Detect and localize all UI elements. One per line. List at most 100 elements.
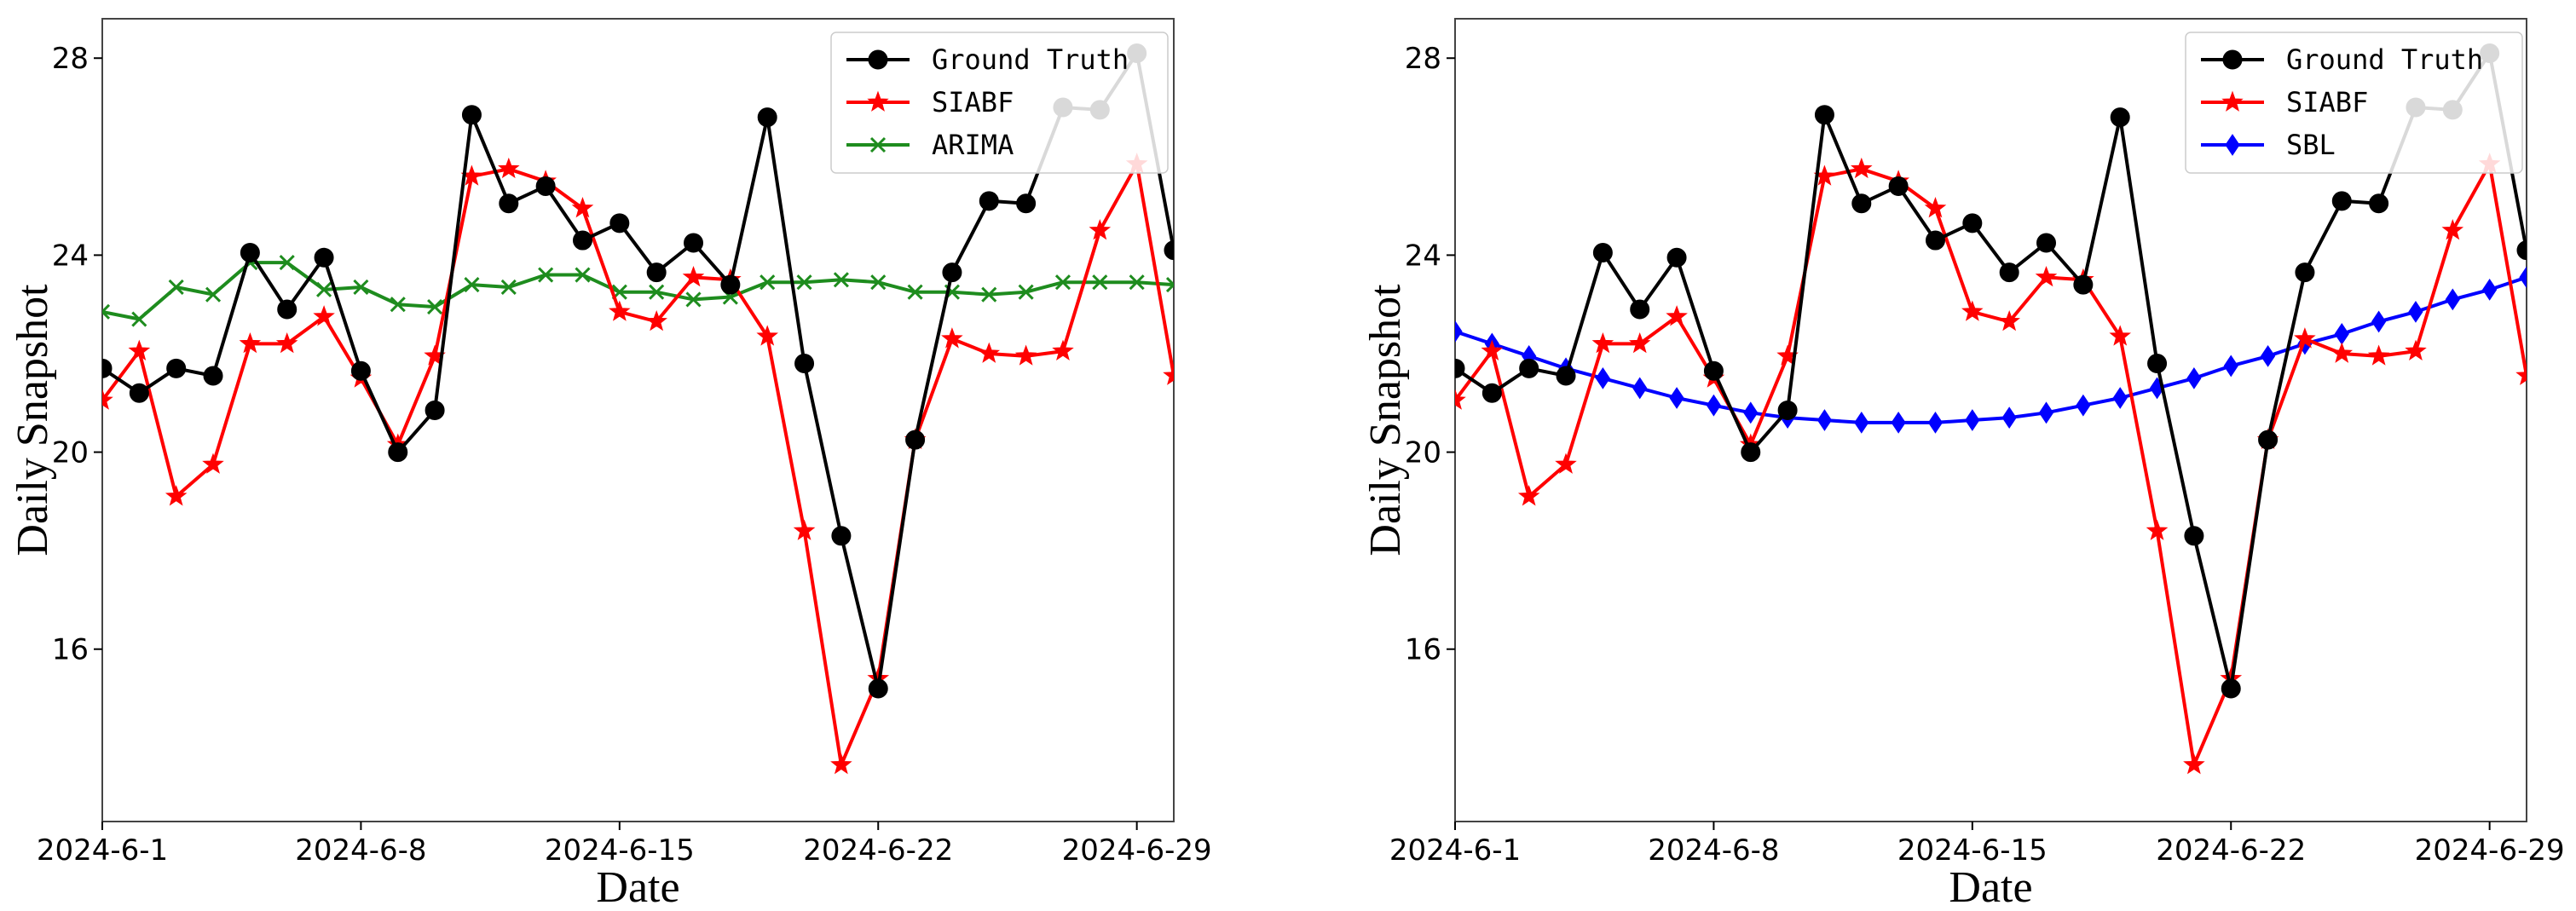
data-point-siabf <box>978 342 1001 363</box>
data-point-ground-truth <box>1888 176 1909 196</box>
data-point-sbl <box>1595 366 1610 389</box>
data-point-arima <box>760 274 776 291</box>
data-point-siabf <box>1163 364 1174 385</box>
legend-label-siabf: SIABF <box>2286 86 2368 118</box>
data-point-ground-truth <box>277 299 297 320</box>
data-point-siabf <box>2367 344 2390 366</box>
data-point-ground-truth <box>2221 678 2241 699</box>
data-point-siabf <box>1052 339 1074 360</box>
series-arima <box>102 255 1174 327</box>
data-point-sbl <box>2186 366 2202 389</box>
data-point-sbl <box>2076 394 2091 417</box>
data-point-sbl <box>2519 266 2527 289</box>
data-point-ground-truth <box>609 213 630 234</box>
data-point-siabf <box>102 389 113 410</box>
legend-label-ground-truth: Ground Truth <box>932 43 1129 76</box>
data-point-ground-truth <box>1481 383 1502 403</box>
data-point-siabf <box>1089 219 1112 240</box>
y-tick-label: 16 <box>52 633 89 667</box>
data-point-ground-truth <box>1851 193 1872 214</box>
x-tick-label: 2024-6-1 <box>1389 833 1521 868</box>
y-axis-title: Daily Snapshot <box>1361 284 1410 556</box>
data-point-sbl <box>1891 411 1906 434</box>
legend-marker-siabf <box>867 90 889 112</box>
legend-box <box>830 32 1169 174</box>
data-point-ground-truth <box>794 354 815 374</box>
data-point-arima <box>981 286 997 303</box>
data-point-arima <box>538 267 554 283</box>
data-point-ground-truth <box>1777 400 1798 420</box>
data-point-siabf <box>1014 344 1037 366</box>
data-point-siabf <box>1481 339 1504 360</box>
data-point-ground-truth <box>1814 105 1834 125</box>
chart-panel-1: 16 20 24 28 2024-6-1 2024-6-8 2024-6-15 2024-6-… <box>9 18 1212 911</box>
data-point-siabf <box>2183 753 2205 775</box>
data-point-arima <box>796 274 812 291</box>
data-point-siabf <box>571 197 594 218</box>
data-point-ground-truth <box>942 262 962 283</box>
data-point-ground-truth <box>2331 191 2352 211</box>
data-point-ground-truth <box>102 358 113 378</box>
data-point-ground-truth <box>1962 213 1983 234</box>
data-point-siabf <box>1961 300 1984 321</box>
series-sbl <box>1455 266 2527 434</box>
data-point-ground-truth <box>572 230 592 251</box>
data-point-siabf <box>128 339 151 360</box>
data-point-siabf <box>793 519 816 540</box>
y-tick-label: 20 <box>52 436 89 470</box>
plot-frame <box>101 18 1175 822</box>
series-ground-truth <box>102 43 1174 699</box>
data-point-ground-truth <box>2369 193 2389 214</box>
data-point-siabf <box>830 753 852 775</box>
data-point-arima <box>427 299 443 315</box>
x-tick-label: 2024-6-1 <box>37 833 168 868</box>
data-point-siabf <box>1666 305 1688 326</box>
data-point-siabf <box>2515 364 2527 385</box>
data-point-siabf <box>2294 327 2316 349</box>
data-point-arima <box>131 311 147 327</box>
data-point-ground-truth <box>425 400 445 420</box>
data-point-siabf <box>2331 342 2354 363</box>
y-axis-title: Daily Snapshot <box>9 284 57 556</box>
data-point-siabf <box>941 327 963 349</box>
data-point-siabf <box>682 265 705 287</box>
data-point-siabf <box>645 309 667 332</box>
data-point-sbl <box>2223 355 2238 378</box>
data-point-sbl <box>1669 387 1684 409</box>
legend-marker-ground-truth <box>2222 49 2243 70</box>
plot-frame <box>1454 18 2527 822</box>
data-point-ground-truth <box>2147 354 2168 374</box>
data-point-sbl <box>2260 344 2276 367</box>
data-point-arima <box>102 303 111 320</box>
data-point-arima <box>907 284 923 300</box>
data-point-sbl <box>2334 322 2349 345</box>
y-tick-label: 28 <box>52 42 89 76</box>
data-point-ground-truth <box>1592 243 1613 263</box>
data-point-sbl <box>1816 409 1833 431</box>
data-point-arima <box>464 277 480 293</box>
data-point-ground-truth <box>461 105 482 125</box>
data-point-ground-truth <box>2516 240 2527 261</box>
y-tick-label: 28 <box>1405 42 1441 76</box>
data-point-ground-truth <box>1455 358 1465 378</box>
data-point-ground-truth <box>2258 430 2279 450</box>
data-point-sbl <box>2445 288 2460 311</box>
data-point-ground-truth <box>1630 299 1650 320</box>
data-point-siabf <box>1924 197 1947 218</box>
data-point-siabf <box>1851 157 1873 179</box>
data-point-ground-truth <box>499 193 519 214</box>
data-point-arima <box>870 274 887 291</box>
data-point-ground-truth <box>979 191 999 211</box>
x-tick-label: 2024-6-8 <box>1648 833 1779 868</box>
data-point-ground-truth <box>166 358 187 378</box>
data-point-ground-truth <box>2036 233 2057 253</box>
x-tick-label: 2024-6-8 <box>295 833 426 868</box>
data-point-arima <box>1018 284 1034 300</box>
legend-marker-siabf <box>2221 90 2244 112</box>
data-point-ground-truth <box>1519 358 1539 378</box>
data-point-sbl <box>1927 411 1944 434</box>
data-point-ground-truth <box>1703 360 1724 381</box>
legend-label-siabf: SIABF <box>932 86 1014 118</box>
data-point-arima <box>1129 274 1145 291</box>
